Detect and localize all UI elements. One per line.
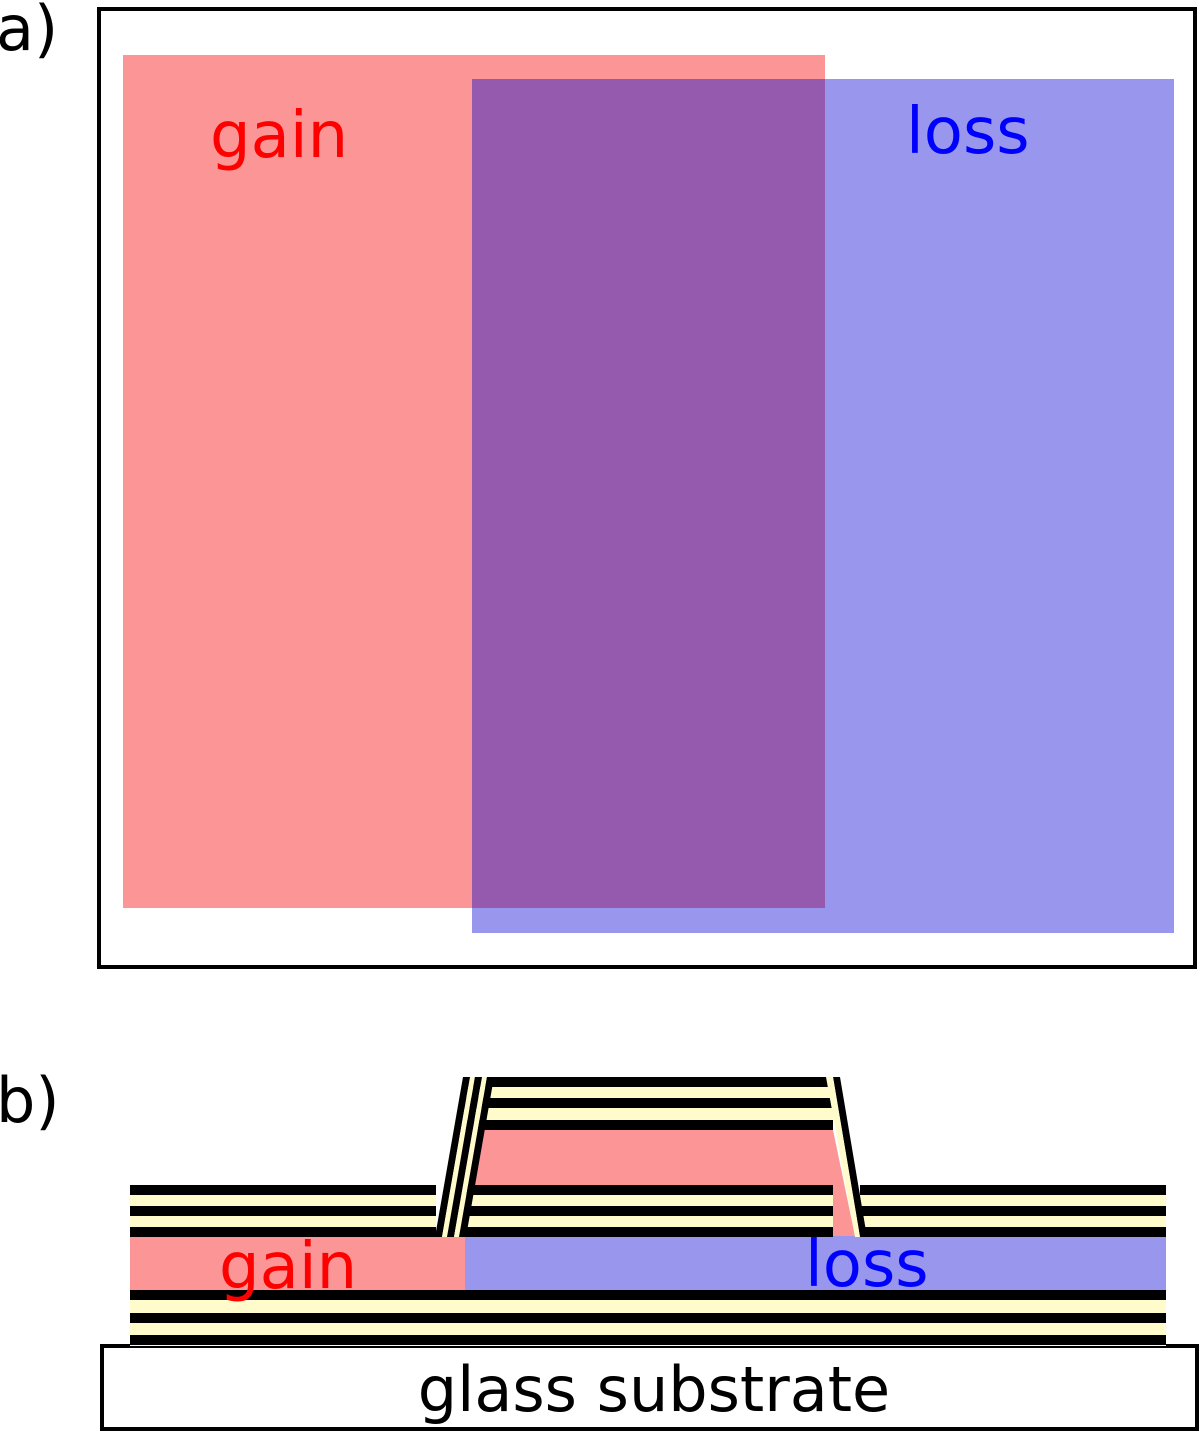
bottom-mirror <box>130 1290 1166 1346</box>
mirror-slope-right <box>826 1077 867 1237</box>
loss-label-b: loss <box>805 1228 929 1302</box>
gain-label-a: gain <box>210 99 348 173</box>
loss-layer <box>465 1236 1166 1290</box>
overlap-region <box>472 79 825 908</box>
substrate-label: glass substrate <box>418 1353 890 1426</box>
gain-layer <box>130 1236 465 1290</box>
inner-mirror <box>465 1185 833 1237</box>
loss-label-a: loss <box>906 95 1030 169</box>
glass-substrate <box>100 1344 1199 1431</box>
gain-label-b: gain <box>219 1230 357 1304</box>
top-mirror-raised <box>463 1077 833 1130</box>
top-mirror-right <box>860 1185 1166 1237</box>
panel-b-label: b) <box>0 1064 60 1137</box>
top-mirror-left <box>130 1185 436 1237</box>
panel-a-label: a) <box>0 0 58 65</box>
panel-a: a) gain loss <box>0 0 1197 969</box>
mirror-slope-left <box>435 1077 494 1237</box>
panel-b: b) glass substrate <box>0 1064 1199 1431</box>
